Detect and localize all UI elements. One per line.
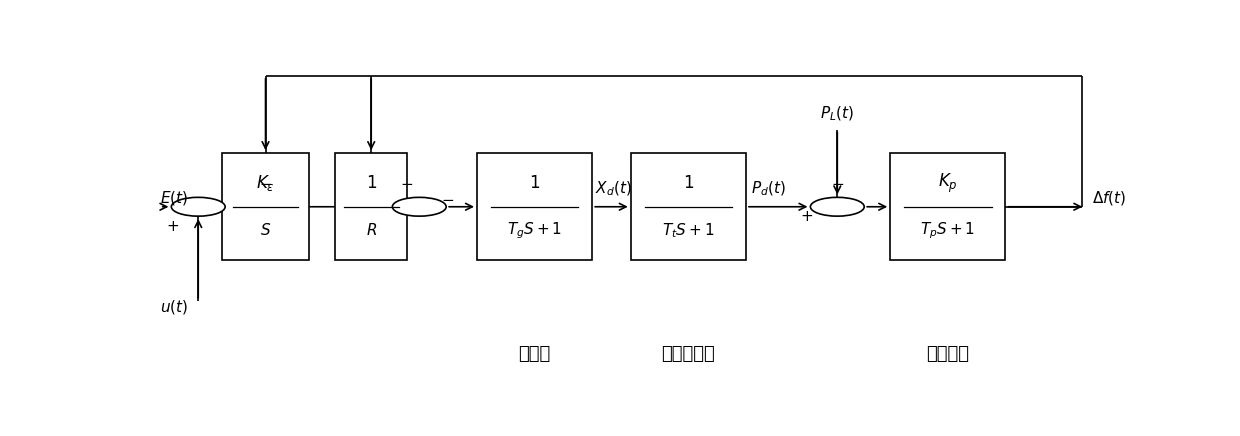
Text: $P_{L}(t)$: $P_{L}(t)$ [820,104,854,123]
Bar [222,153,309,260]
Text: $u(t)$: $u(t)$ [160,299,188,317]
Bar [890,153,1006,260]
Text: $-$: $-$ [441,191,455,206]
Text: $T_{p}S+1$: $T_{p}S+1$ [920,220,976,241]
Text: $K_{\varepsilon}$: $K_{\varepsilon}$ [257,173,275,193]
Bar [631,153,746,260]
Text: $R$: $R$ [366,222,377,238]
Text: $+$: $+$ [166,218,179,234]
Circle shape [171,198,226,216]
Text: $-$: $-$ [831,175,844,190]
Text: $T_{g}S+1$: $T_{g}S+1$ [507,220,562,241]
Text: $+$: $+$ [800,209,813,225]
Text: $1$: $1$ [529,174,541,192]
Circle shape [392,198,446,216]
Text: $T_{t}S+1$: $T_{t}S+1$ [662,221,714,240]
Text: $\Delta f(t)$: $\Delta f(t)$ [1092,189,1126,208]
Text: $1$: $1$ [683,174,694,192]
Circle shape [811,198,864,216]
Text: 柴油发电机: 柴油发电机 [661,345,715,364]
Bar [335,153,407,260]
Text: $-$: $-$ [259,175,272,190]
Text: $E(t)$: $E(t)$ [160,189,188,208]
Text: $K_{p}$: $K_{p}$ [937,171,957,195]
Text: $S$: $S$ [260,222,272,238]
Bar [477,153,593,260]
Text: 电力系统: 电力系统 [926,345,970,364]
Text: $X_{d}(t)$: $X_{d}(t)$ [595,180,632,198]
Text: $-$: $-$ [401,175,413,190]
Text: 调速器: 调速器 [518,345,551,364]
Text: $P_{d}(t)$: $P_{d}(t)$ [750,180,786,198]
Text: $1$: $1$ [366,174,377,192]
